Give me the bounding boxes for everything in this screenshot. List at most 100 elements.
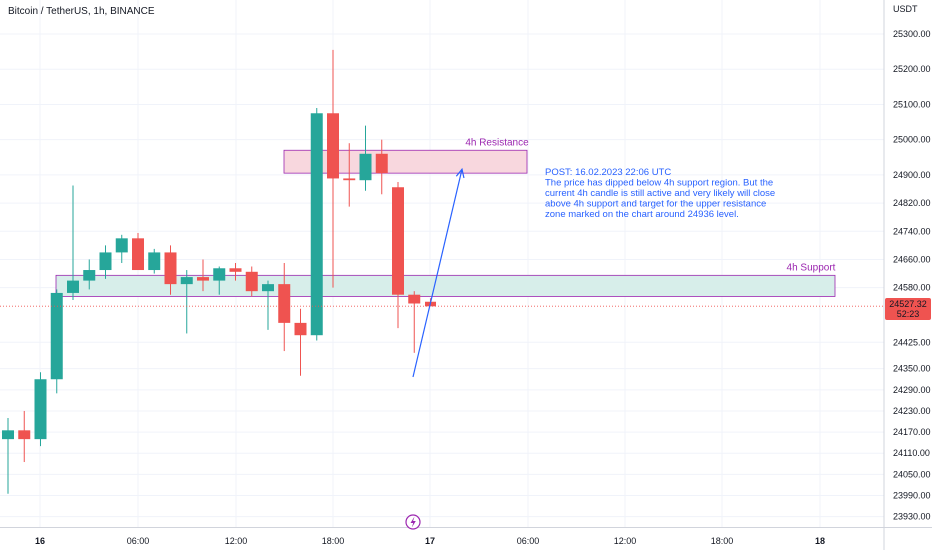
time-tick-label: 16 [35, 536, 45, 546]
price-tick-label: 24350.00 [893, 364, 931, 374]
last-price-box [885, 298, 931, 320]
countdown-label: 52:23 [897, 309, 920, 319]
price-tick-label: 23990.00 [893, 491, 931, 501]
price-tick-label: 24425.00 [893, 337, 931, 347]
candle-body [67, 280, 79, 293]
candle [2, 417, 14, 494]
candle-body [18, 430, 31, 440]
support-zone-label: 4h Support [787, 262, 836, 273]
candle-body [83, 270, 96, 281]
candle [83, 259, 96, 290]
annotation-line: above 4h support and target for the uppe… [545, 199, 766, 210]
price-tick-label: 24900.00 [893, 170, 931, 180]
candle-body [262, 284, 274, 292]
price-tick-label: 24660.00 [893, 254, 931, 264]
resistance-zone-label: 4h Resistance [465, 137, 529, 148]
time-tick-label: 06:00 [127, 536, 150, 546]
price-tick-label: 25000.00 [893, 135, 931, 145]
candle [310, 107, 323, 341]
price-tick-label: 24230.00 [893, 406, 931, 416]
candle-body [34, 379, 47, 440]
candle [115, 234, 128, 263]
candle-body [132, 238, 144, 271]
candle-body [245, 271, 258, 292]
candle [18, 410, 31, 463]
candle [180, 270, 193, 334]
time-tick-label: 17 [425, 536, 435, 546]
time-tick-label: 12:00 [614, 536, 637, 546]
candle-body [164, 252, 177, 285]
candle [392, 181, 404, 329]
candle-body [408, 294, 421, 304]
candle-body [359, 153, 372, 181]
candle [148, 248, 161, 274]
price-axis-currency: USDT [893, 4, 918, 14]
time-tick-label: 12:00 [225, 536, 248, 546]
candle-body [375, 153, 388, 174]
price-tick-label: 23930.00 [893, 512, 931, 522]
candle-body [278, 284, 291, 323]
price-tick-label: 24290.00 [893, 385, 931, 395]
candles-layer [2, 49, 436, 494]
candle-body [392, 187, 404, 295]
candle [359, 125, 372, 191]
annotation-note: POST: 16.02.2023 22:06 UTC The price has … [545, 167, 775, 220]
overlay-layer: POST: 16.02.2023 22:06 UTC The price has … [0, 167, 884, 378]
candle-body [310, 113, 323, 336]
time-tick-label: 18:00 [322, 536, 345, 546]
forecast-arrowhead [455, 167, 465, 179]
candle [197, 259, 209, 292]
candle-body [343, 178, 356, 181]
time-tick-label: 18 [815, 536, 825, 546]
price-tick-label: 24740.00 [893, 226, 931, 236]
symbol-label: Bitcoin / TetherUS, 1h, BINANCE [8, 6, 155, 17]
forecast-arrow [412, 169, 463, 378]
last-price-label: 24527.32 [889, 299, 927, 309]
candle [229, 262, 242, 281]
candle [327, 49, 339, 288]
candle [278, 262, 291, 352]
candle-body [99, 252, 112, 271]
price-tick-label: 25200.00 [893, 64, 931, 74]
candle-body [294, 322, 307, 336]
price-tick-label: 25300.00 [893, 29, 931, 39]
price-tick-label: 24580.00 [893, 283, 931, 293]
candle [375, 139, 388, 195]
resistance-zone [283, 149, 528, 174]
candle-body [2, 430, 14, 440]
candle-body [50, 292, 63, 380]
annotation-line: current 4h candle is still active and ve… [545, 188, 775, 199]
candle [164, 245, 177, 295]
candle [294, 308, 307, 376]
candle [262, 280, 274, 330]
price-tick-label: 24820.00 [893, 198, 931, 208]
candle-body [327, 113, 339, 179]
candle [34, 372, 47, 447]
annotation-line: POST: 16.02.2023 22:06 UTC [545, 167, 671, 178]
time-tick-label: 06:00 [517, 536, 540, 546]
candle [408, 291, 421, 353]
candle [245, 266, 258, 297]
candle [343, 143, 356, 207]
candle-body [213, 268, 226, 281]
candle [132, 233, 144, 271]
annotation-line: The price has dipped below 4h support re… [545, 178, 773, 189]
candle-body [148, 252, 161, 271]
time-tick-label: 18:00 [711, 536, 734, 546]
candle-body [229, 268, 242, 272]
lightning-icon-bolt [410, 516, 416, 528]
price-tick-label: 24110.00 [893, 448, 930, 458]
candle-body [197, 277, 209, 281]
candle [213, 266, 226, 295]
lightning-icon[interactable] [405, 514, 421, 530]
candle [50, 289, 63, 394]
price-tick-label: 24050.00 [893, 469, 931, 479]
price-tick-label: 24170.00 [893, 427, 931, 437]
candle-body [180, 277, 193, 285]
annotation-line: zone marked on the chart around 24936 le… [545, 209, 739, 220]
candle-body [115, 238, 128, 253]
candle [99, 245, 112, 279]
price-tick-label: 25100.00 [893, 99, 931, 109]
